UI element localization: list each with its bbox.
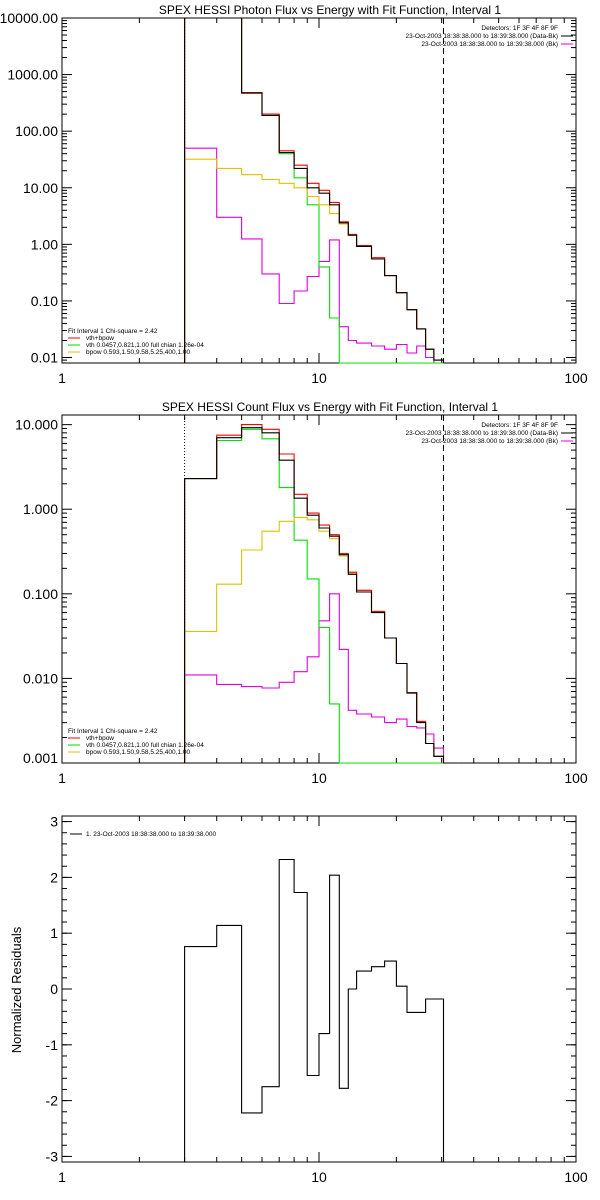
data-series-line [184, 593, 459, 764]
residuals-plot-frame [61, 815, 577, 1163]
photon-series [184, 17, 445, 364]
photon-legend-bpow: bpow 0.593,1.50,9.58,5.25,400,1.00 [86, 349, 190, 356]
x-tick-label: 1 [58, 770, 66, 786]
x-tick-label: 1 [58, 1169, 66, 1185]
sum-series-line [184, 424, 459, 764]
total-series-line [184, 17, 445, 363]
vth-series-line [184, 428, 459, 764]
y-tick-label: 1000.00 [7, 67, 58, 83]
count-legend-sum: vth+bpow [86, 735, 114, 742]
y-tick-label: 10000.00 [0, 10, 58, 26]
vth-series-line [184, 17, 444, 364]
y-tick-label: 0.01 [31, 350, 58, 366]
x-tick-label: 100 [564, 1169, 588, 1185]
photon-legend-vth: vth 0.0457,0.821,1.00 full chian 1.26e-0… [86, 342, 204, 349]
y-tick-label: 10.000 [15, 417, 58, 433]
count-legend: Fit Interval 1 Chi-square = 2.42 vth+bpo… [68, 728, 204, 756]
x-tick-label: 100 [564, 370, 588, 386]
y-tick-label: -2 [46, 1093, 59, 1109]
count-header-data-interval: 23-Oct-2003 18:38:38.000 to 18:39:38.000… [406, 430, 559, 437]
y-tick-label: 1.000 [23, 501, 58, 517]
y-tick-label: 10.00 [23, 180, 58, 196]
x-tick-label: 10 [311, 770, 327, 786]
y-tick-label: 2 [50, 869, 58, 885]
y-tick-label: 1 [50, 925, 58, 941]
count-legend-vth: vth 0.0457,0.821,1.00 full chian 1.26e-0… [86, 742, 204, 749]
y-tick-label: 100.00 [15, 123, 58, 139]
y-tick-label: 0.100 [23, 586, 58, 602]
y-tick-label: -1 [46, 1037, 59, 1053]
bpow-series-line [184, 516, 459, 764]
count-fit-range-markers [184, 415, 444, 763]
y-tick-label: -3 [46, 1148, 59, 1164]
y-tick-label: 0.10 [31, 293, 58, 309]
total-series-line [184, 858, 445, 1162]
photon-legend-sum: vth+bpow [86, 335, 114, 342]
y-tick-label: 0.010 [23, 670, 58, 686]
y-tick-label: 0 [50, 981, 58, 997]
count-series [184, 424, 459, 764]
photon-header: Detectors: 1F 3F 4F 8F 9F 23-Oct-2003 18… [406, 25, 573, 48]
x-tick-label: 100 [564, 770, 588, 786]
x-tick-label: 10 [311, 1169, 327, 1185]
count-header-detectors: Detectors: 1F 3F 4F 8F 9F [481, 422, 558, 429]
residuals-series [184, 858, 445, 1162]
y-tick-label: 3 [50, 814, 58, 830]
total-series-line [184, 427, 459, 764]
photon-header-bk-interval: 23-Oct-2003 18:38:38.000 to 18:39:38.000… [421, 41, 558, 48]
photon-fit-range-markers [184, 18, 444, 363]
residuals-legend-interval: 1. 23-Oct-2003 18:38:38.000 to 18:39:38.… [86, 831, 216, 838]
sum-series-line [184, 17, 445, 363]
data-series-line [184, 147, 444, 364]
count-flux-panel: SPEX HESSI Count Flux vs Energy with Fit… [15, 400, 588, 786]
photon-legend-fit: Fit Interval 1 Chi-square = 2.42 [68, 328, 158, 335]
y-tick-label: 0.001 [23, 750, 58, 766]
count-header-bk-interval: 23-Oct-2003 18:38:38.000 to 18:39:38.000… [421, 438, 558, 445]
photon-header-detectors: Detectors: 1F 3F 4F 8F 9F [481, 25, 558, 32]
y-tick-label: 1.00 [31, 236, 58, 252]
count-chart-title: SPEX HESSI Count Flux vs Energy with Fit… [162, 400, 498, 414]
residuals-legend: 1. 23-Oct-2003 18:38:38.000 to 18:39:38.… [70, 831, 216, 838]
count-legend-bpow: bpow 0.593,1.50,9.58,5.25,400,1.00 [86, 749, 190, 756]
photon-header-data-interval: 23-Oct-2003 18:38:38.000 to 18:39:38.000… [406, 33, 559, 40]
x-tick-label: 10 [311, 370, 327, 386]
photon-axis-ticks: 1 10 100 10000.00 1000.00 100.00 10.00 1.00 0.10… [0, 10, 588, 386]
count-legend-fit: Fit Interval 1 Chi-square = 2.42 [68, 728, 158, 735]
photon-chart-title: SPEX HESSI Photon Flux vs Energy with Fi… [159, 3, 501, 17]
count-header: Detectors: 1F 3F 4F 8F 9F 23-Oct-2003 18… [406, 422, 573, 445]
residuals-y-axis-label: Normalized Residuals [9, 926, 24, 1053]
photon-flux-panel: SPEX HESSI Photon Flux vs Energy with Fi… [0, 3, 588, 386]
x-tick-label: 1 [58, 370, 66, 386]
bpow-series-line [184, 158, 445, 363]
photon-legend: Fit Interval 1 Chi-square = 2.42 vth+bpo… [68, 328, 204, 356]
